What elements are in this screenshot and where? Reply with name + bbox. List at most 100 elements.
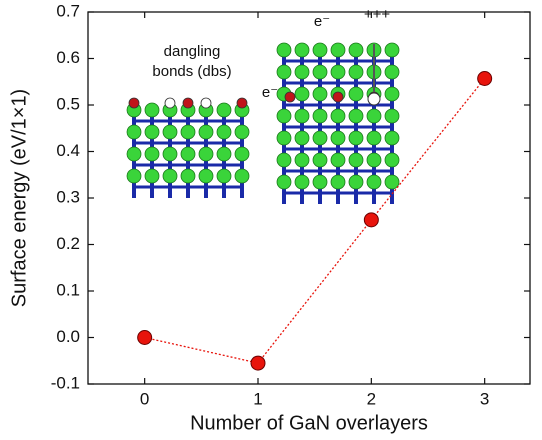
- surface-atom: [333, 92, 343, 102]
- y-tick-label: 0.1: [56, 280, 80, 299]
- surface-atom: [201, 98, 211, 108]
- atom: [295, 87, 309, 101]
- x-tick-label: 3: [480, 389, 489, 408]
- y-tick-label: 0.7: [56, 1, 80, 20]
- atom: [331, 109, 345, 123]
- atom: [313, 87, 327, 101]
- atom: [313, 65, 327, 79]
- x-tick-label: 2: [367, 389, 376, 408]
- atom: [145, 125, 159, 139]
- surface-atom: [285, 92, 295, 102]
- x-tick-label: 1: [253, 389, 262, 408]
- surface-atom: [183, 98, 193, 108]
- atom: [277, 43, 291, 57]
- y-tick-label: 0.2: [56, 234, 80, 253]
- atom: [313, 175, 327, 189]
- atom: [367, 175, 381, 189]
- atom: [331, 43, 345, 57]
- atom: [349, 153, 363, 167]
- atom: [367, 131, 381, 145]
- inset-label: e⁻: [262, 84, 278, 101]
- atom: [385, 43, 399, 57]
- atom: [145, 103, 159, 117]
- atom: [181, 147, 195, 161]
- atom: [295, 65, 309, 79]
- atom: [199, 125, 213, 139]
- y-tick-label: 0.6: [56, 48, 80, 67]
- atom: [331, 175, 345, 189]
- atom: [217, 147, 231, 161]
- atom: [199, 147, 213, 161]
- atom: [313, 131, 327, 145]
- atom: [127, 169, 141, 183]
- atom: [235, 169, 249, 183]
- atom: [313, 43, 327, 57]
- atom: [235, 147, 249, 161]
- inset-label: dangling: [164, 43, 221, 60]
- atom: [331, 131, 345, 145]
- empty-site: [368, 93, 380, 105]
- atom: [199, 169, 213, 183]
- atom: [367, 109, 381, 123]
- atom: [331, 153, 345, 167]
- atom: [277, 65, 291, 79]
- atom: [295, 131, 309, 145]
- surface-atom: [237, 98, 247, 108]
- atom: [163, 125, 177, 139]
- atom: [163, 169, 177, 183]
- data-point: [364, 213, 378, 227]
- x-axis-label: Number of GaN overlayers: [190, 412, 428, 434]
- atom: [349, 65, 363, 79]
- atom: [349, 87, 363, 101]
- y-tick-label: -0.1: [51, 373, 80, 392]
- atom: [277, 131, 291, 145]
- data-point: [251, 356, 265, 370]
- atom: [217, 169, 231, 183]
- y-tick-label: 0.5: [56, 94, 80, 113]
- y-tick-label: 0.3: [56, 187, 80, 206]
- atom: [217, 103, 231, 117]
- atom: [181, 125, 195, 139]
- atom: [313, 109, 327, 123]
- page: {"chart_data": {"type": "line", "x_label…: [0, 0, 542, 440]
- atom: [295, 175, 309, 189]
- atom: [127, 125, 141, 139]
- atom: [181, 169, 195, 183]
- inset-label: bonds (dbs): [152, 63, 231, 80]
- atom: [385, 153, 399, 167]
- atom: [349, 131, 363, 145]
- atom: [163, 147, 177, 161]
- atom: [385, 109, 399, 123]
- atom: [349, 175, 363, 189]
- atom: [145, 147, 159, 161]
- atom: [367, 153, 381, 167]
- atom: [385, 131, 399, 145]
- surface-atom: [165, 98, 175, 108]
- atom: [217, 125, 231, 139]
- atom: [127, 147, 141, 161]
- data-point: [478, 71, 492, 85]
- atom: [295, 43, 309, 57]
- x-tick-label: 0: [140, 389, 149, 408]
- chart: Number of GaN overlayers Surface energy …: [0, 0, 542, 440]
- atom: [235, 125, 249, 139]
- atom: [349, 109, 363, 123]
- atom: [349, 43, 363, 57]
- atom: [277, 175, 291, 189]
- surface-atom: [129, 98, 139, 108]
- inset-label: e⁻: [314, 13, 330, 30]
- atom: [295, 109, 309, 123]
- atom: [385, 65, 399, 79]
- atom: [385, 87, 399, 101]
- inset-label: +++: [364, 6, 391, 23]
- atom: [331, 65, 345, 79]
- y-tick-label: 0.0: [56, 327, 80, 346]
- atom: [277, 153, 291, 167]
- atom: [385, 175, 399, 189]
- y-tick-label: 0.4: [56, 141, 80, 160]
- atom: [295, 153, 309, 167]
- atom: [145, 169, 159, 183]
- data-point: [138, 331, 152, 345]
- y-axis-label: Surface energy (eV/1×1): [8, 89, 30, 307]
- atom: [277, 109, 291, 123]
